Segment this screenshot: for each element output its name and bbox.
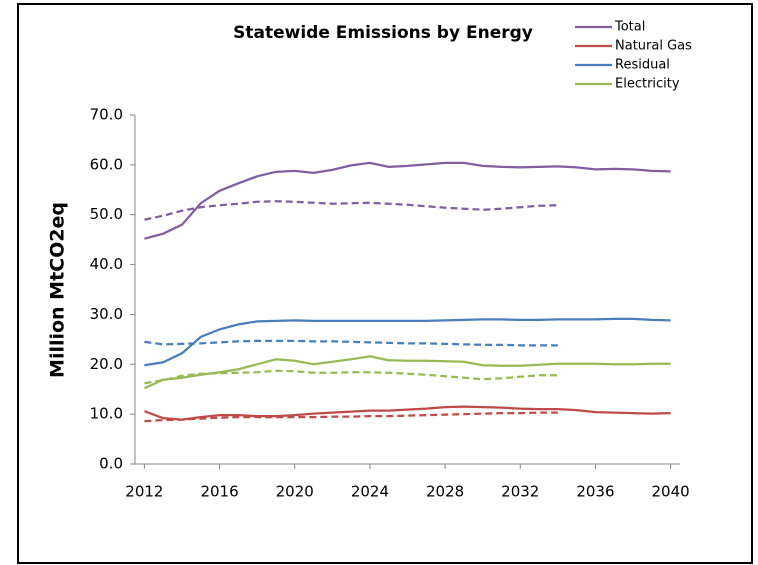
x-tick-label: 2040: [652, 483, 690, 501]
y-tick-label: 50.0: [90, 205, 123, 223]
x-tick-label: 2028: [426, 483, 464, 501]
y-tick-label: 60.0: [90, 155, 123, 173]
series-line: [143, 355, 671, 390]
legend-label: Total: [614, 20, 645, 35]
legend-label: Residual: [615, 58, 670, 73]
y-tick-label: 0.0: [99, 455, 123, 473]
y-axis-label: Million MtCO2eq: [47, 202, 69, 378]
x-tick-label: 2032: [501, 483, 539, 501]
series-line: [144, 405, 671, 421]
y-tick-label: 30.0: [90, 305, 123, 323]
dashed-line: [144, 339, 558, 347]
dashed-line: [144, 411, 558, 423]
chart-border: [17, 3, 753, 564]
legend-label: Electricity: [615, 77, 680, 92]
y-tick-label: 20.0: [90, 355, 123, 373]
x-tick-label: 2012: [125, 483, 163, 501]
x-tick-label: 2020: [276, 483, 314, 501]
x-tick-label: 2024: [351, 483, 389, 501]
chart-title: Statewide Emissions by Energy: [233, 23, 533, 43]
x-tick-label: 2016: [200, 483, 238, 501]
y-tick-label: 10.0: [90, 405, 123, 423]
series-line: [144, 317, 671, 367]
y-tick-label: 70.0: [90, 106, 123, 124]
series-line: [144, 161, 671, 240]
x-tick-label: 2036: [576, 483, 614, 501]
legend-label: Natural Gas: [615, 39, 692, 54]
dashed-line: [144, 200, 558, 221]
y-tick-label: 40.0: [90, 255, 123, 273]
